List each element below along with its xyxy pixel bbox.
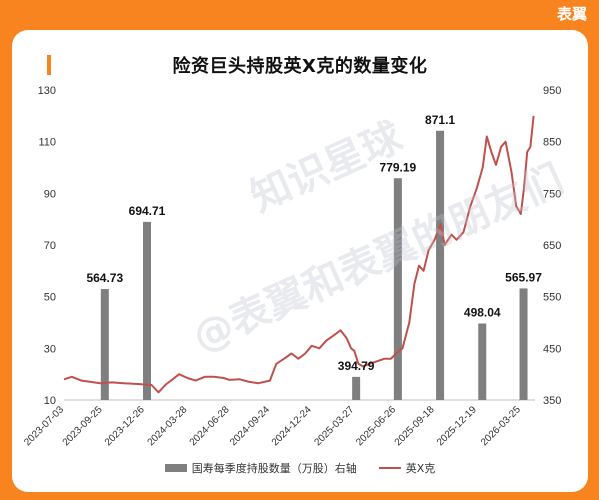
legend-item-line: 英X克 (378, 460, 436, 476)
right-axis-tick-label: 550 (543, 292, 561, 304)
bar-data-label: 565.97 (505, 270, 542, 284)
bar (393, 178, 402, 400)
right-axis-tick-label: 350 (543, 395, 561, 407)
legend-label-bar: 国寿每季度持股数量（万股）右轴 (191, 462, 357, 475)
right-axis-tick-label: 450 (543, 343, 561, 355)
bar-data-label: 498.04 (464, 306, 501, 320)
chart-legend: 国寿每季度持股数量（万股）右轴 英X克 (12, 460, 588, 476)
bar (143, 221, 152, 400)
chart-card: 10 30 50 70 90 110 130 350 450 550 650 750 850 950 202… (12, 30, 588, 492)
x-axis-tick-label: 2025-03-27 (312, 404, 356, 448)
right-axis-tick-label: 950 (543, 85, 561, 97)
legend-swatch-bar (164, 464, 187, 472)
left-axis-tick-label: 130 (38, 85, 56, 97)
left-axis-tick-label: 30 (44, 343, 56, 355)
left-axis-tick-label: 10 (44, 395, 56, 407)
legend-label-line: 英X克 (405, 462, 436, 475)
x-axis-tick-label: 2023-12-26 (103, 404, 147, 448)
right-axis-tick-label: 650 (543, 240, 561, 252)
x-axis-tick-label: 2025-06-26 (354, 404, 398, 448)
x-axis-tick-label: 2023-07-03 (22, 404, 66, 448)
chart-title: 险资巨头持股英X克的数量变化 (172, 56, 428, 77)
bar (352, 376, 361, 400)
left-axis-tick-label: 70 (44, 240, 56, 252)
bar (478, 323, 487, 400)
bar (100, 289, 109, 400)
bar-data-label: 694.71 (129, 204, 166, 218)
x-axis-tick-label: 2025-09-18 (393, 404, 437, 448)
x-axis-tick-label: 2023-09-25 (61, 404, 105, 448)
x-axis-tick-label: 2026-03-25 (479, 404, 523, 448)
right-axis-tick-label: 750 (543, 188, 561, 200)
chart-svg: 10 30 50 70 90 110 130 350 450 550 650 750 850 950 202… (22, 85, 561, 448)
bar-data-label: 871.1 (425, 113, 455, 127)
bar-data-label: 394.79 (338, 359, 375, 373)
left-axis-tick-label: 90 (44, 188, 56, 200)
title-accent-bar (47, 55, 51, 75)
legend-swatch-line (378, 467, 401, 469)
bar-data-label: 564.73 (86, 271, 123, 285)
x-axis-tick-label: 2025-12-19 (435, 404, 479, 448)
right-axis-tick-label: 850 (543, 137, 561, 149)
bar (519, 288, 528, 400)
x-axis-tick-label: 2024-06-28 (188, 404, 232, 448)
left-axis-tick-label: 50 (44, 292, 56, 304)
left-axis-tick-label: 110 (38, 137, 56, 149)
legend-item-bar: 国寿每季度持股数量（万股）右轴 (164, 460, 357, 476)
price-line (63, 115, 535, 394)
bar-data-label: 779.19 (380, 160, 417, 174)
x-axis-tick-label: 2024-12-24 (270, 404, 314, 448)
x-axis-tick-label: 2024-03-28 (146, 404, 190, 448)
brand-logo: 表翼 (556, 5, 587, 23)
x-axis-tick-label: 2024-09-24 (228, 404, 272, 448)
bar (436, 130, 445, 400)
